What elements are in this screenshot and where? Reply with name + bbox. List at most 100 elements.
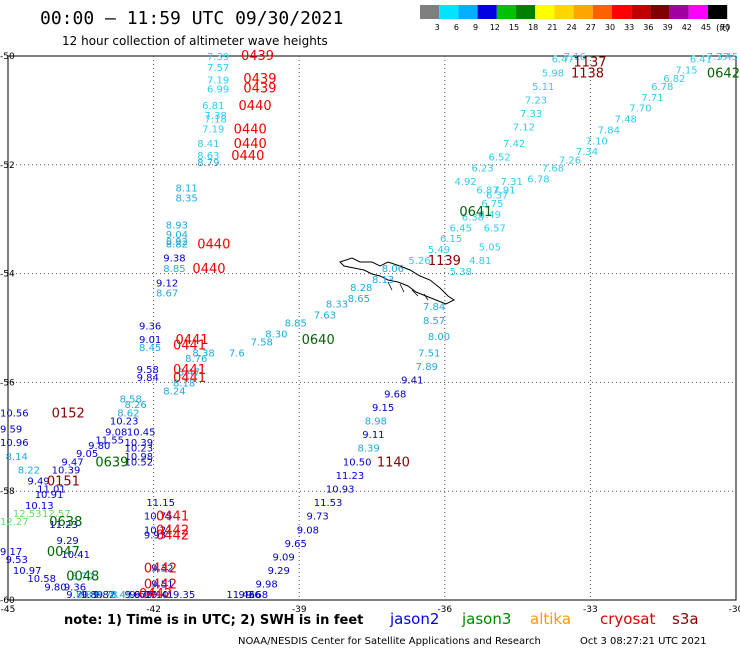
wave-height-label: 9.65	[285, 539, 307, 550]
x-tick-label: -36	[437, 605, 452, 615]
footer-timestamp: Oct 3 08:27:21 UTC 2021	[580, 636, 707, 647]
wave-height-label: 6.23	[471, 164, 493, 175]
wave-height-label: 7.18	[205, 115, 227, 126]
wave-height-label: 12.57	[42, 509, 71, 520]
wave-height-label: 9.59	[0, 425, 22, 436]
colorbar-tick-label: 33	[624, 23, 634, 32]
wave-height-label: 9.68	[246, 590, 268, 601]
wave-height-label: 7.48	[615, 115, 637, 126]
wave-height-label: 9.36	[64, 582, 86, 593]
satellite-legend: jason2 jason3 altika cryosat s3a	[389, 610, 699, 628]
wave-height-label: 7.71	[641, 93, 663, 104]
colorbar-tick-label: 70	[720, 23, 730, 32]
wave-height-label: 6.78	[651, 82, 673, 93]
wave-height-label: 7.57	[207, 63, 229, 74]
wave-height-label: 7.12	[513, 123, 535, 134]
wave-height-label: 8.47	[178, 368, 200, 379]
pass-time-label: 1140	[377, 455, 410, 470]
wave-height-label: 8.93	[166, 221, 188, 232]
wave-height-label: 7.38	[205, 111, 227, 122]
pass-time-label: 0442	[139, 587, 172, 602]
wave-height-label: 5.11	[532, 82, 554, 93]
y-tick-label: -54	[0, 270, 15, 280]
wave-height-label: 12.27	[0, 517, 29, 528]
wave-height-label: 8.78	[95, 590, 117, 601]
wave-height-label: 5.98	[542, 68, 564, 79]
colorbar-swatch	[439, 5, 459, 19]
wave-height-label: 6.45	[450, 223, 472, 234]
wave-height-label: 8.00	[428, 332, 450, 343]
wave-height-label: 7.19	[207, 75, 229, 86]
colorbar-swatch	[477, 5, 497, 19]
wave-height-label: 9.67	[124, 590, 146, 601]
wave-height-label: 9.12	[156, 278, 178, 289]
wave-height-label: 10.21	[144, 525, 173, 536]
wave-height-label: 9.41	[401, 376, 423, 387]
colorbar-swatch	[631, 5, 651, 19]
wave-height-label: 9.32	[151, 563, 173, 574]
wave-height-label: 7.89	[416, 362, 438, 373]
wave-height-label: 9.29	[268, 566, 290, 577]
colorbar-tick-label: 27	[586, 23, 596, 32]
pass-time-label: 0441	[156, 510, 189, 525]
wave-height-label: 7.16	[564, 52, 586, 63]
wave-height-label: 11.55	[95, 436, 124, 447]
wave-height-label: 8.39	[357, 444, 379, 455]
wave-height-label: 10.98	[124, 452, 153, 463]
wave-height-label: 9.09	[273, 552, 295, 563]
pass-time-label: 0151	[47, 474, 80, 489]
chart-subtitle: 12 hour collection of altimeter wave hei…	[62, 34, 328, 48]
wave-height-label: 9.47	[61, 457, 83, 468]
wave-height-label: 8.57	[423, 316, 445, 327]
colorbar-swatch	[669, 5, 689, 19]
pass-time-label: 0641	[459, 205, 492, 220]
wave-height-label: 8.41	[197, 139, 219, 150]
wave-height-label: 7.23	[525, 96, 547, 107]
wave-height-label: 7.91	[493, 185, 515, 196]
wave-height-label: 9.04	[166, 230, 188, 241]
wave-height-label: 7.84	[598, 125, 620, 136]
wave-height-label: 9.80	[44, 582, 66, 593]
colorbar-swatch	[592, 5, 612, 19]
island-outline	[339, 257, 455, 305]
wave-height-label: 6.81	[202, 101, 224, 112]
wave-height-label: 10.13	[25, 501, 54, 512]
pass-time-label: 0439	[243, 82, 276, 97]
colorbar-swatch	[708, 5, 728, 19]
wave-height-label: 7.42	[503, 139, 525, 150]
x-tick-label: -33	[583, 605, 598, 615]
satellite-legend-item: s3a	[672, 610, 699, 628]
wave-height-label: 8.70	[71, 572, 93, 583]
wave-height-label: 10.50	[343, 457, 372, 468]
wave-height-label: 10.93	[326, 484, 355, 495]
wave-height-label: 9.93	[144, 531, 166, 542]
wave-height-label: 8.65	[348, 294, 370, 305]
wave-height-label: 8.58	[120, 395, 142, 406]
wave-height-label: 4.92	[455, 177, 477, 188]
wave-height-label: 9.35	[173, 590, 195, 601]
pass-time-label: 1139	[428, 254, 461, 269]
x-tick-label: -45	[1, 605, 16, 615]
wave-height-label: 10.45	[127, 427, 156, 438]
wave-height-label: 6.15	[440, 234, 462, 245]
colorbar-tick-label: 39	[663, 23, 673, 32]
wave-height-label: 9.82	[93, 590, 115, 601]
wave-height-label: 8.87	[76, 590, 98, 601]
wave-height-label: 8.45	[139, 343, 161, 354]
wave-height-label: 6.52	[488, 153, 510, 164]
colorbar-legend: 3 6 9 12 15 18 21 24 27 30 33 36 39 42 45 70	[420, 5, 730, 32]
wave-height-label: 6.47	[552, 55, 574, 66]
colorbar-swatch	[554, 5, 574, 19]
wave-height-label: 8.63	[197, 151, 219, 162]
wave-height-label: 8.22	[18, 465, 40, 476]
wave-height-label: 8.14	[6, 452, 28, 463]
satellite-legend-item: cryosat	[600, 610, 655, 628]
pass-time-label: 0441	[173, 338, 206, 353]
wave-height-label: 10.23	[124, 444, 153, 455]
wave-height-label: 11.23	[336, 471, 365, 482]
wave-height-label: 8.98	[365, 416, 387, 427]
wave-height-label: 9.08	[105, 427, 127, 438]
wave-height-label: 10.52	[124, 457, 153, 468]
wave-height-label: 6.75	[481, 199, 503, 210]
